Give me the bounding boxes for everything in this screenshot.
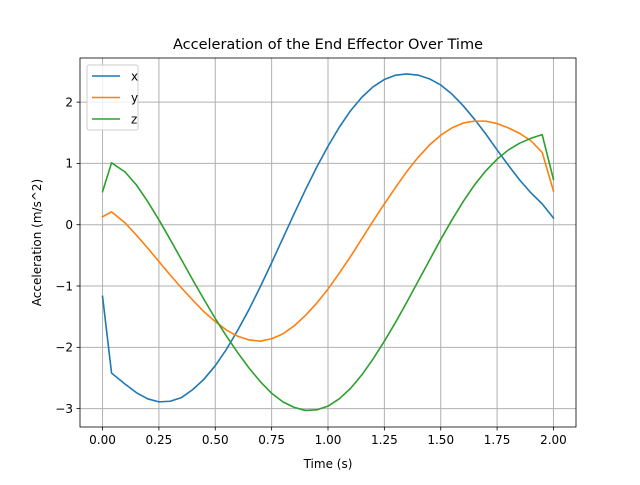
x-tick-label: 1.75 [484, 433, 511, 447]
series-line-x [101, 73, 555, 403]
y-axis-label: Acceleration (m/s^2) [30, 179, 44, 306]
series-line-z [101, 133, 555, 412]
legend-label-y: y [131, 91, 138, 105]
legend-label-x: x [131, 69, 138, 83]
series-lines [101, 73, 555, 412]
legend-label-z: z [131, 112, 137, 126]
y-tick-label: 1 [65, 157, 73, 171]
x-tick-label: 0.25 [146, 433, 173, 447]
legend: xyz [86, 64, 139, 131]
x-tick-label: 1.50 [427, 433, 454, 447]
y-tick-label: −3 [55, 402, 73, 416]
x-tick-label: 0.75 [258, 433, 285, 447]
x-axis-label: Time (s) [303, 457, 353, 471]
chart-title: Acceleration of the End Effector Over Ti… [173, 37, 483, 53]
y-tick-label: −1 [55, 279, 73, 293]
x-tick-label: 1.25 [371, 433, 398, 447]
y-tick-label: −2 [55, 341, 73, 355]
y-tick-label: 0 [65, 218, 73, 232]
y-tick-label: 2 [65, 95, 73, 109]
x-tick-label: 2.00 [540, 433, 567, 447]
series-line-y [101, 120, 555, 342]
x-tick-label: 1.00 [315, 433, 342, 447]
axis-ticks: 0.00 0.25 0.50 0.75 1.00 1.25 1.50 1.75 2.00 −3 −2… [55, 95, 567, 447]
grid [80, 58, 576, 427]
x-tick-label: 0.50 [202, 433, 229, 447]
x-tick-label: 0.00 [89, 433, 116, 447]
